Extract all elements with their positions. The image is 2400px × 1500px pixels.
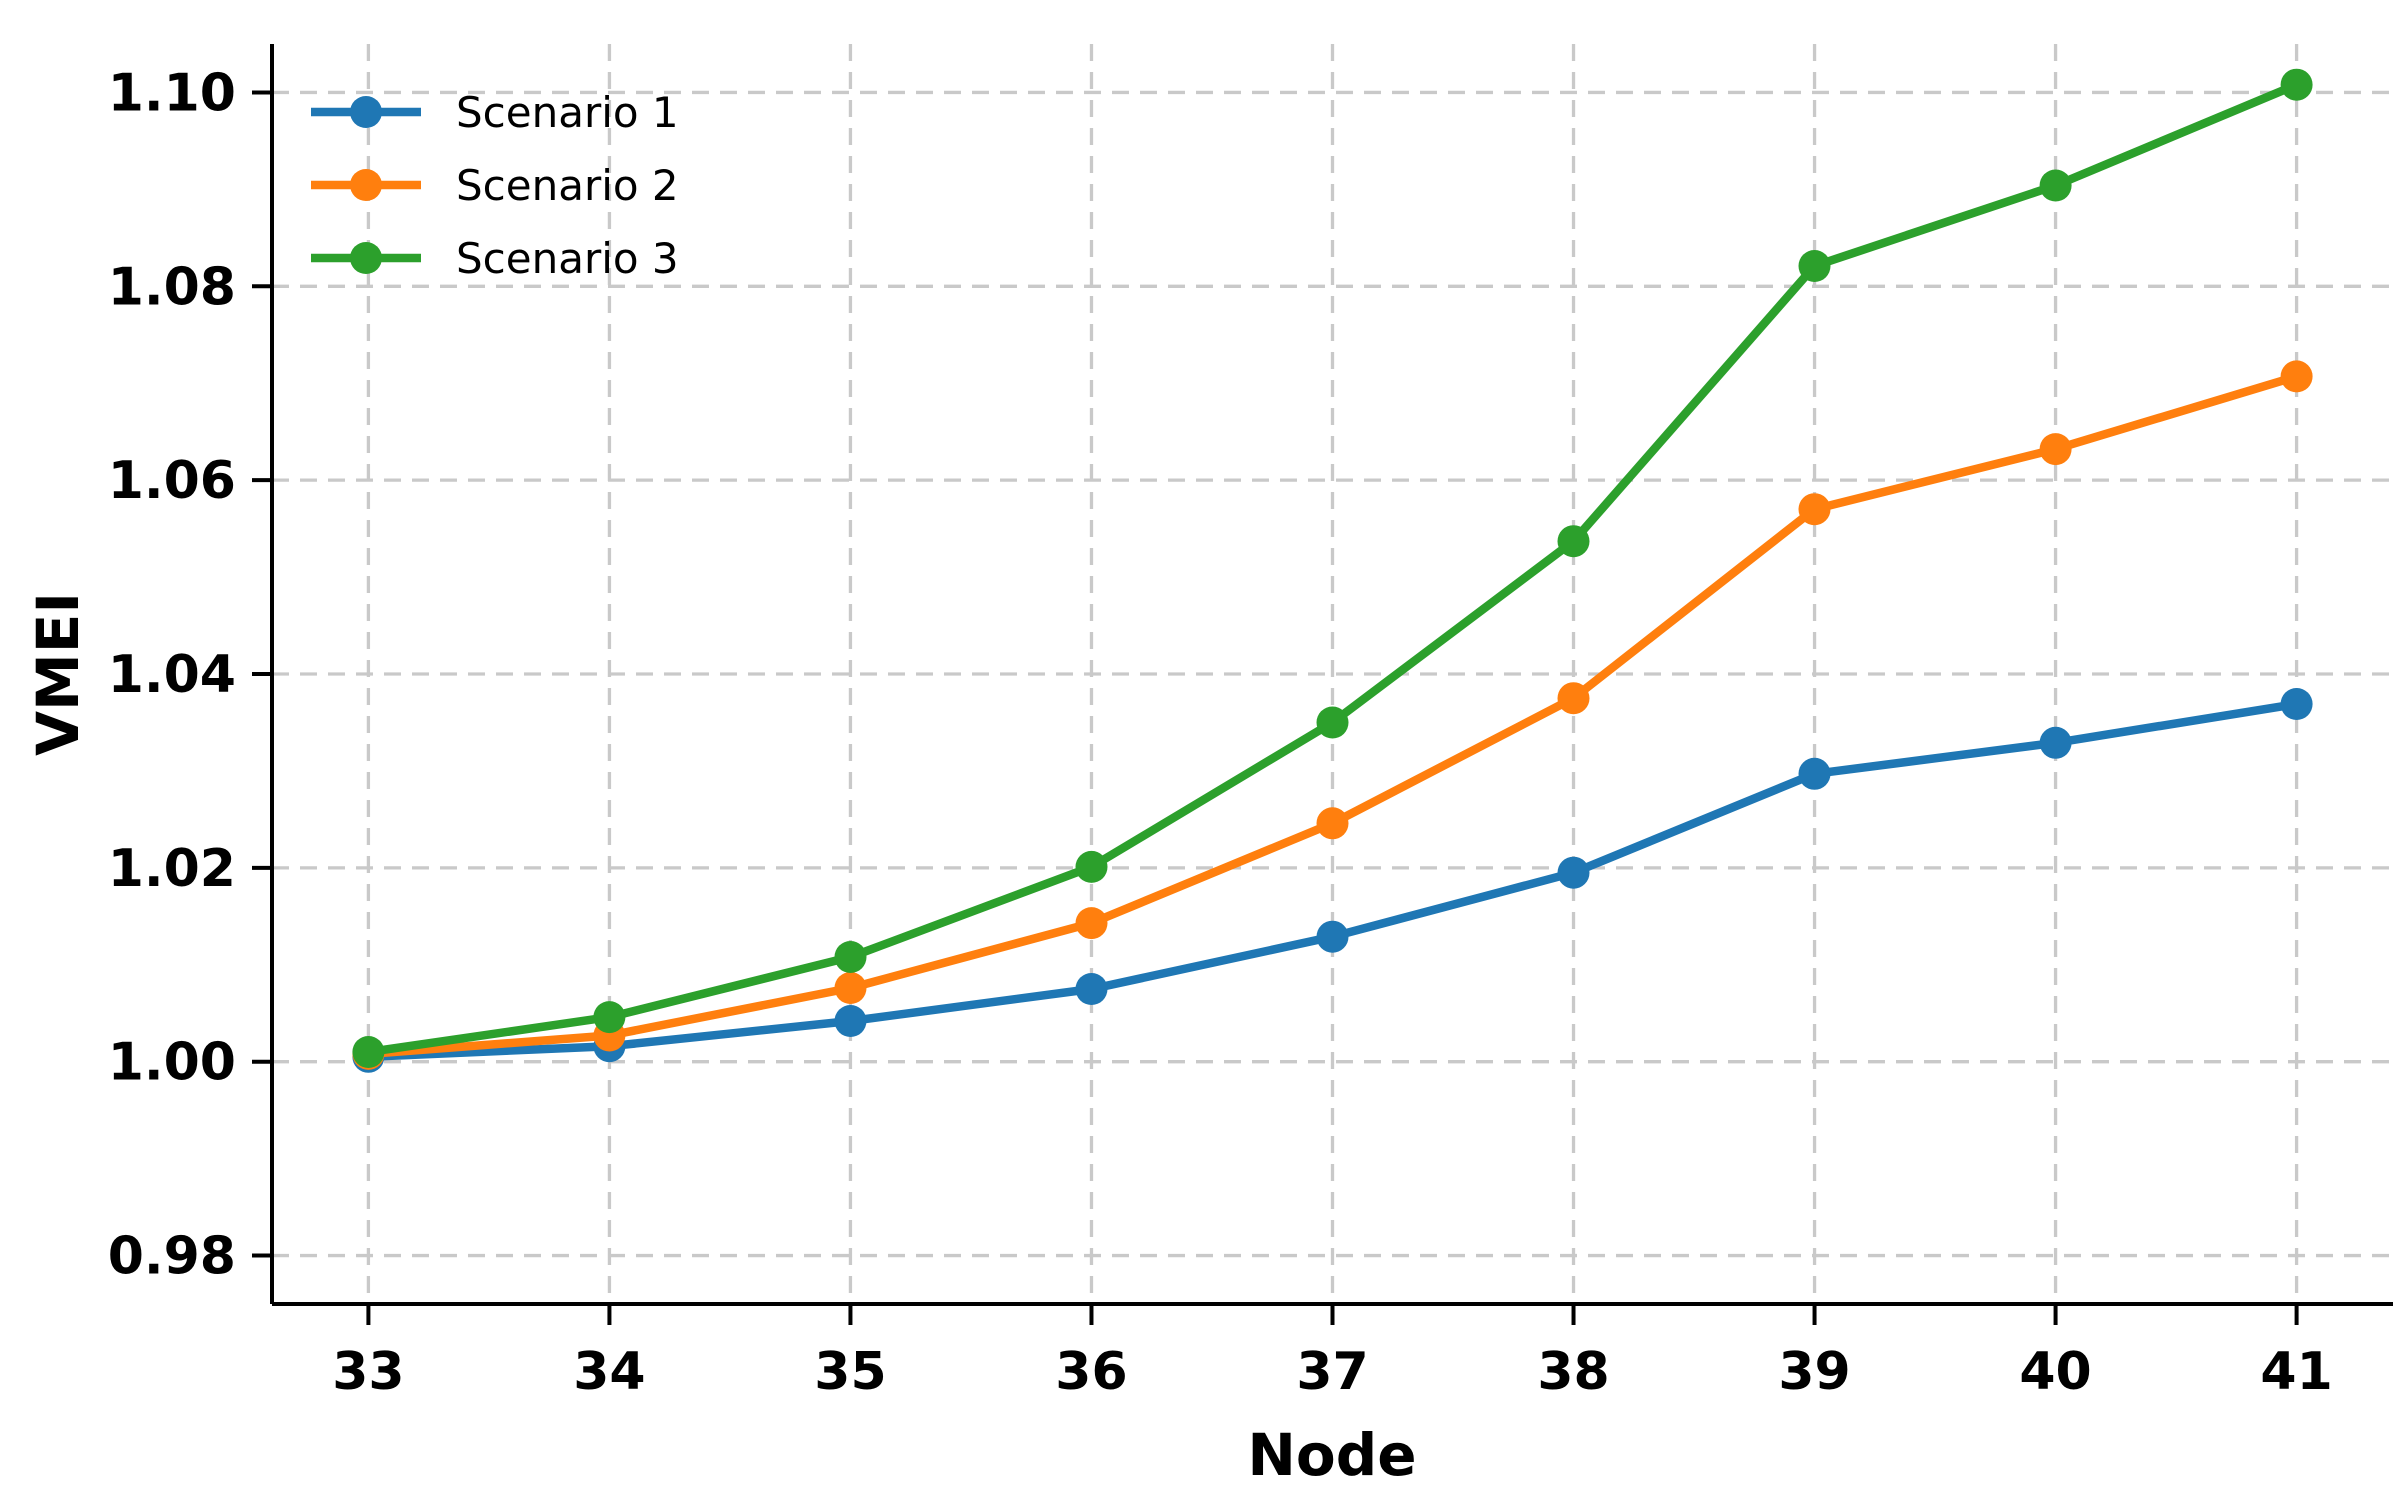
legend-marker (350, 242, 382, 274)
data-point-marker (1316, 706, 1349, 739)
legend-label: Scenario 1 (456, 88, 679, 137)
data-point-marker (1075, 973, 1108, 1005)
legend-marker (350, 96, 382, 128)
data-point-marker (352, 1036, 385, 1068)
x-tick-label: 33 (332, 1342, 404, 1402)
data-point-marker (2280, 688, 2313, 720)
data-point-marker (1557, 525, 1590, 558)
grid (272, 44, 2393, 1304)
x-tick-label: 37 (1296, 1342, 1368, 1402)
x-tick-label: 38 (1537, 1342, 1609, 1402)
legend-label: Scenario 3 (456, 234, 679, 283)
legend-label: Scenario 2 (456, 161, 679, 210)
x-tick-label: 39 (1778, 1342, 1850, 1402)
data-point-marker (1316, 920, 1349, 953)
y-tick-label: 0.98 (108, 1227, 236, 1287)
data-point-marker (2280, 360, 2313, 393)
x-axis-label: Node (1247, 1421, 1416, 1489)
data-point-marker (2280, 68, 2313, 101)
legend-item: Scenario 1 (311, 88, 679, 137)
data-point-marker (1075, 907, 1108, 940)
data-point-marker (2039, 433, 2072, 466)
data-point-marker (1798, 757, 1831, 790)
x-tick-label: 41 (2260, 1342, 2332, 1402)
data-point-marker (1557, 856, 1590, 889)
x-tick-label: 40 (2019, 1342, 2091, 1402)
legend-marker (350, 169, 382, 201)
data-point-marker (593, 1001, 626, 1034)
data-point-marker (1557, 682, 1590, 715)
y-tick-label: 1.04 (108, 645, 236, 705)
x-tick-label: 34 (573, 1342, 645, 1402)
y-tick-label: 1.00 (108, 1033, 236, 1093)
y-tick-label: 1.08 (108, 257, 236, 317)
legend: Scenario 1 Scenario 2 Scenario 3 (311, 88, 679, 283)
y-tick-label: 1.02 (108, 839, 236, 899)
legend-item: Scenario 3 (311, 234, 679, 283)
axis-tick-labels: 0.98 1.00 1.02 1.04 1.06 1.08 1.10 33 34 35 36 37 38… (108, 63, 2333, 1402)
data-point-marker (1075, 850, 1108, 883)
series-scenario-1 (352, 688, 2313, 1073)
data-point-marker (1316, 807, 1349, 840)
data-point-marker (834, 972, 867, 1004)
data-point-marker (2039, 726, 2072, 759)
y-tick-label: 1.06 (108, 451, 236, 511)
data-point-marker (834, 1005, 867, 1037)
data-point-marker (834, 941, 867, 973)
x-tick-label: 36 (1055, 1342, 1127, 1402)
axis-ticks (252, 90, 2299, 1325)
data-point-marker (1798, 250, 1831, 282)
y-axis-label: VMEI (24, 592, 92, 756)
series-scenario-3 (352, 68, 2313, 1068)
data-point-marker (1798, 493, 1831, 526)
legend-item: Scenario 2 (311, 161, 679, 210)
x-tick-label: 35 (814, 1342, 886, 1402)
data-point-marker (2039, 169, 2072, 202)
data-series (352, 68, 2313, 1073)
y-tick-label: 1.10 (108, 63, 236, 123)
